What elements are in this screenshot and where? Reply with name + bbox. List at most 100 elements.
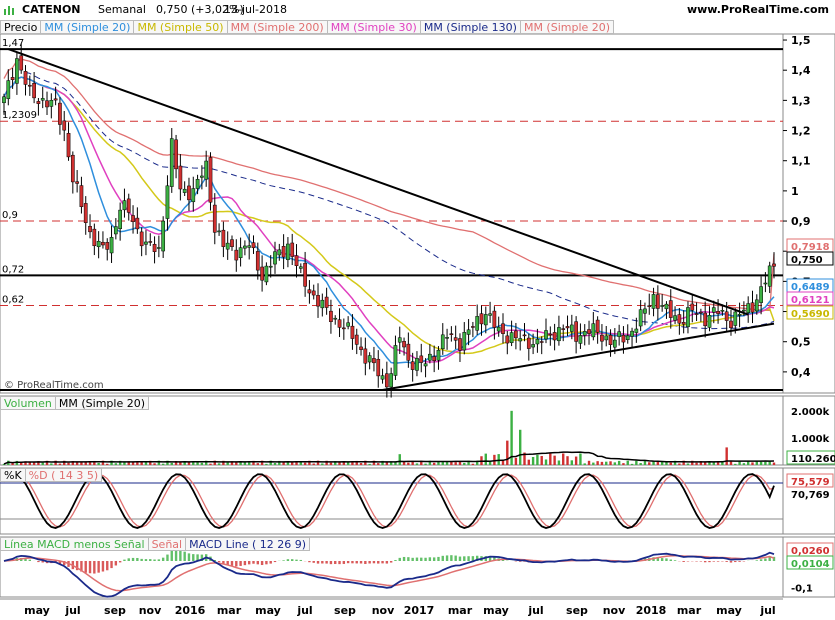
candle-body bbox=[165, 185, 170, 219]
macd-hist-bar bbox=[501, 559, 505, 561]
macd-hist-bar bbox=[368, 561, 371, 564]
volume-bar bbox=[424, 463, 427, 465]
x-axis-label: jul bbox=[296, 604, 312, 617]
macd-hist-bar bbox=[411, 557, 414, 561]
macd-hist-bar bbox=[355, 561, 358, 564]
value-tag-label: 0,750 bbox=[791, 255, 823, 266]
legend-ma50[interactable]: MM (Simple 50) bbox=[133, 20, 228, 34]
volume-bar bbox=[54, 460, 57, 465]
price-tick-label: 1,4 bbox=[791, 64, 811, 77]
candle-body bbox=[539, 341, 544, 343]
macd-hist-bar bbox=[170, 550, 173, 561]
legend-ma130[interactable]: MM (Simple 130) bbox=[419, 20, 521, 34]
candle-body bbox=[88, 226, 92, 233]
volume-bar bbox=[75, 462, 79, 465]
legend-k[interactable]: %K bbox=[0, 468, 26, 482]
site-url[interactable]: www.ProRealTime.com bbox=[686, 3, 829, 16]
volume-bar bbox=[209, 463, 212, 465]
legend-volume-ma[interactable]: MM (Simple 20) bbox=[54, 396, 150, 410]
candle-body bbox=[531, 344, 535, 348]
volume-bar bbox=[519, 429, 522, 465]
candle-body bbox=[260, 266, 264, 281]
legend-ma30[interactable]: MM (Simple 30) bbox=[326, 20, 421, 34]
candle-body bbox=[526, 337, 531, 349]
macd-tick-neg: -0,1 bbox=[791, 584, 813, 595]
candle-body bbox=[488, 313, 492, 316]
candle-body bbox=[320, 299, 325, 309]
volume-bar bbox=[381, 460, 384, 465]
candle-body bbox=[561, 328, 566, 330]
volume-bar bbox=[562, 453, 565, 465]
stoch-k-value: 70,769 bbox=[791, 490, 830, 501]
legend-macd-hist[interactable]: Línea MACD menos Señal bbox=[0, 537, 149, 551]
candle-body bbox=[225, 242, 230, 250]
macd-line-box bbox=[786, 555, 834, 570]
candle-body bbox=[578, 335, 583, 344]
volume-bar bbox=[20, 462, 23, 465]
macd-hist-bar bbox=[364, 561, 367, 564]
volume-bar bbox=[93, 460, 96, 465]
legend-ma20b[interactable]: MM (Simple 20) bbox=[519, 20, 615, 34]
legend-ma200[interactable]: MM (Simple 200) bbox=[226, 20, 328, 34]
candle-body bbox=[307, 289, 312, 294]
candle-body bbox=[638, 309, 643, 327]
macd-hist-bar bbox=[488, 556, 492, 561]
macd-hist-bar bbox=[458, 556, 462, 561]
candle-body bbox=[673, 315, 677, 321]
candle-body bbox=[316, 295, 320, 307]
macd-hist-bar bbox=[153, 559, 156, 561]
volume-bar bbox=[411, 460, 414, 465]
volume-bar bbox=[71, 461, 75, 465]
candle-body bbox=[354, 334, 359, 345]
volume-bar bbox=[415, 463, 419, 465]
volume-bar bbox=[28, 461, 32, 465]
macd-signal-value: 0,0260 bbox=[791, 546, 830, 557]
volume-bar bbox=[338, 461, 341, 465]
candle-body bbox=[686, 307, 690, 328]
macd-hist-bar bbox=[217, 561, 221, 563]
volume-bar bbox=[329, 462, 333, 465]
volume-bar bbox=[67, 462, 70, 465]
volume-bar bbox=[450, 461, 453, 465]
candle-body bbox=[754, 299, 759, 312]
candle-body bbox=[187, 185, 191, 201]
legend-ma20[interactable]: MM (Simple 20) bbox=[40, 20, 135, 34]
legend-signal[interactable]: Señal bbox=[147, 537, 187, 551]
last-price: 0,750 (+3,02%) bbox=[156, 3, 244, 16]
volume-bar bbox=[622, 463, 625, 465]
volume-bar bbox=[213, 460, 216, 465]
macd-hist-bar bbox=[222, 561, 225, 565]
x-axis-label: mar bbox=[677, 604, 702, 617]
x-axis-label: may bbox=[24, 604, 50, 617]
legend-price[interactable]: Precio bbox=[0, 20, 42, 34]
volume-bar bbox=[80, 461, 83, 465]
volume-bar bbox=[110, 460, 113, 465]
level-label: 0,62 bbox=[2, 295, 24, 306]
legend-macd-line[interactable]: MACD Line ( 12 26 9) bbox=[185, 537, 311, 551]
volume-bar bbox=[140, 461, 143, 465]
volume-bar bbox=[230, 461, 234, 465]
candle-body bbox=[565, 326, 570, 329]
macd-hist-bar bbox=[385, 561, 389, 564]
volume-bar bbox=[377, 463, 380, 465]
candle-body bbox=[449, 333, 454, 335]
level-label: 0,9 bbox=[2, 210, 18, 221]
legend-volume[interactable]: Volumen bbox=[0, 396, 56, 410]
candle-body bbox=[621, 334, 626, 343]
candle-body bbox=[131, 215, 135, 222]
candle-body bbox=[419, 355, 424, 363]
volume-bar bbox=[226, 462, 229, 465]
candle-body bbox=[746, 303, 751, 313]
volume-bar bbox=[389, 461, 393, 465]
legend-d[interactable]: %D ( 14 3 5) bbox=[24, 468, 103, 482]
candle-body bbox=[750, 302, 755, 313]
candle-body bbox=[402, 341, 406, 348]
volume-bar bbox=[656, 461, 660, 465]
candle-body bbox=[440, 334, 445, 350]
candle-body bbox=[221, 229, 226, 247]
volume-bar bbox=[725, 447, 728, 465]
volume-bar bbox=[118, 460, 122, 465]
candle-body bbox=[677, 314, 682, 324]
candle-body bbox=[496, 326, 501, 332]
x-axis-label: 2017 bbox=[404, 604, 435, 617]
